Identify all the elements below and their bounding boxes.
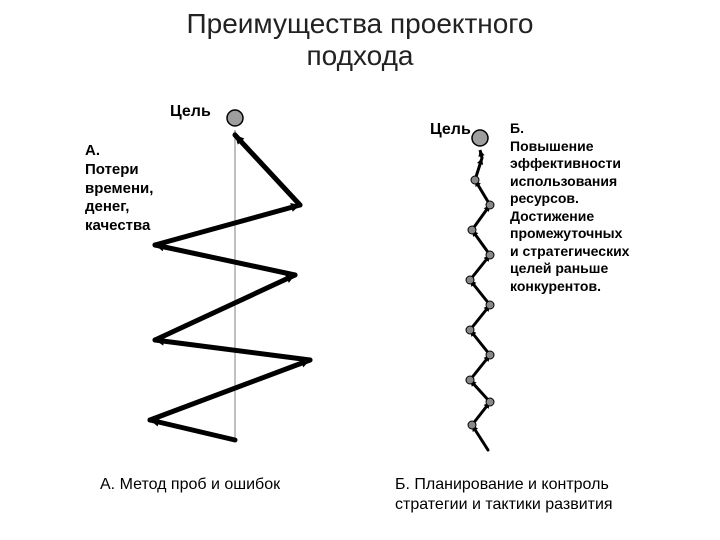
panel-a-goal-label: Цель (170, 102, 211, 122)
slide: Преимущества проектного подхода Цель А. … (0, 0, 720, 540)
diagram-area: Цель А. Потери времени, денег, качества … (0, 80, 720, 540)
title-line1: Преимущества проектного (187, 8, 534, 39)
panel-b-caption: Б. Планирование и контроль стратегии и т… (395, 475, 613, 515)
panel-a-caption: А. Метод проб и ошибок (100, 475, 280, 495)
slide-title: Преимущества проектного подхода (0, 8, 720, 72)
panel-b-side-label: Б. Повышение эффективности использования… (510, 120, 629, 295)
title-line2: подхода (306, 40, 413, 71)
panel-b-goal-label: Цель (430, 120, 471, 140)
panel-a-side-label: А. Потери времени, денег, качества (85, 142, 153, 236)
